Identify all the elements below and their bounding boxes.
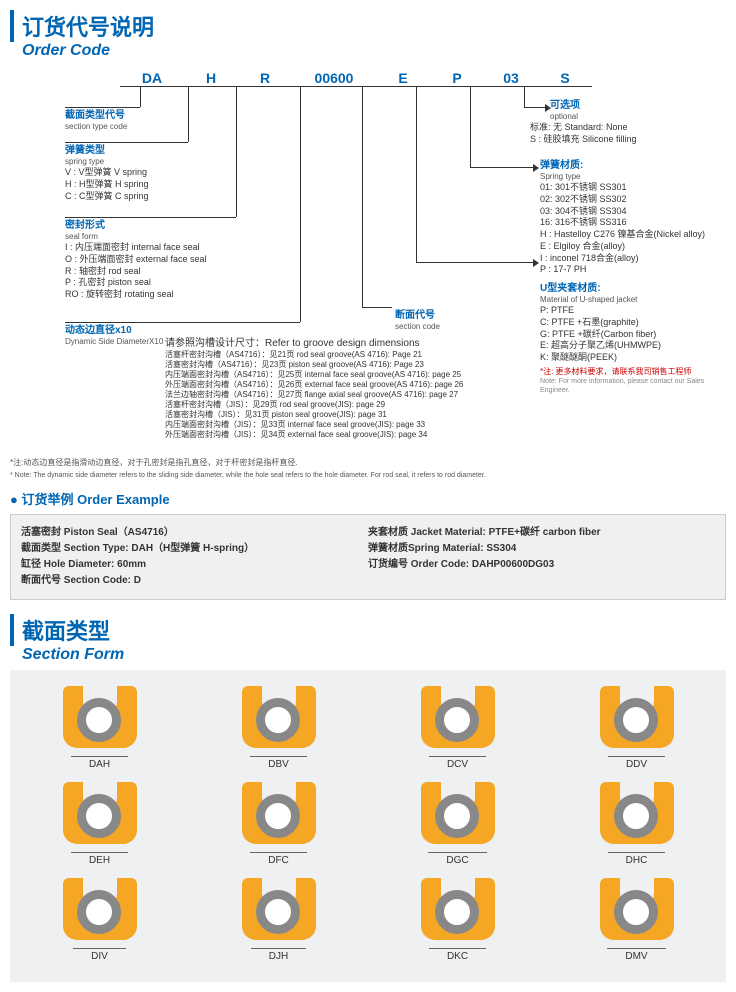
title-cn: 订货代号说明 <box>10 10 154 42</box>
lbl-mid-lines: 请参照沟槽设计尺寸：Refer to groove design dimensi… <box>165 337 545 440</box>
footnote-en: * Note: The dynamic side diameter refers… <box>10 472 726 479</box>
section-label: DIV <box>73 948 126 962</box>
example-right: 夹套材质 Jacket Material: PTFE+碳纤 carbon fib… <box>368 525 715 589</box>
section-shape <box>413 778 503 848</box>
section-label: DDV <box>608 756 665 770</box>
lbl-dyn: 动态边直径x10 Dynamic Side DiameterX10 <box>65 324 163 347</box>
section-label: DFC <box>250 852 307 866</box>
lbl-springmat: 弹簧材质: Spring type 01: 301不锈钢 SS301 02: 3… <box>540 159 705 276</box>
example-header: 订货举例 Order Example <box>10 489 726 508</box>
lbl-section: 截面类型代号 section type code <box>65 109 127 132</box>
lbl-jacket: U型夹套材质: Material of U-shaped jacket P: P… <box>540 282 726 395</box>
section-shape <box>55 874 145 944</box>
section-label: DEH <box>71 852 128 866</box>
section-title: 截面类型 Section Form <box>10 614 726 664</box>
section-cell: DAH <box>25 682 175 770</box>
section-shape <box>55 682 145 752</box>
section-label: DHC <box>608 852 666 866</box>
section-cell: DEH <box>25 778 175 866</box>
section-cell: DJH <box>204 874 354 962</box>
tree: 截面类型代号 section type code 弹簧类型 spring typ… <box>10 87 726 427</box>
section-cell: DBV <box>204 682 354 770</box>
section-label: DAH <box>71 756 128 770</box>
section-cell: DMV <box>562 874 712 962</box>
lbl-spring: 弹簧类型 spring type V : V型弹簧 V spring H : H… <box>65 144 149 202</box>
section-shape <box>592 874 682 944</box>
section-cell: DKC <box>383 874 533 962</box>
seg-6: 03 <box>484 70 538 87</box>
code-row: DA H R 00600 E P 03 S <box>120 70 726 87</box>
seg-4: E <box>376 70 430 87</box>
seg-0: DA <box>120 70 184 87</box>
section-shape <box>234 874 324 944</box>
seg-3: 00600 <box>292 70 376 87</box>
example-box: 活塞密封 Piston Seal（AS4716） 截面类型 Section Ty… <box>10 514 726 600</box>
section-shape <box>413 874 503 944</box>
example-left: 活塞密封 Piston Seal（AS4716） 截面类型 Section Ty… <box>21 525 368 589</box>
section-shape <box>413 682 503 752</box>
section-shape <box>234 778 324 848</box>
section-cell: DFC <box>204 778 354 866</box>
footnote-cn: *注:动态边直径是指滑动边直径，对于孔密封是指孔直径，对于杆密封是指杆直径. <box>10 457 726 468</box>
section-label: DGC <box>428 852 486 866</box>
section-grid: DAH DBV DCV DDV DEH DFC DGC DHC DIV DJH DKC DMV <box>10 670 726 982</box>
section-shape <box>592 682 682 752</box>
section-label: DBV <box>250 756 307 770</box>
section-label: DMV <box>607 948 665 962</box>
section-label: DJH <box>251 948 306 962</box>
section-cell: DIV <box>25 874 175 962</box>
lbl-seal: 密封形式 seal form I : 内压端面密封 internal face … <box>65 219 207 301</box>
section-shape <box>234 682 324 752</box>
seg-5: P <box>430 70 484 87</box>
section-shape <box>55 778 145 848</box>
page: 订货代号说明 Order Code DA H R 00600 E P 03 S … <box>10 10 726 982</box>
section-cell: DHC <box>562 778 712 866</box>
lbl-mid-t: 断面代号 section code <box>395 309 440 332</box>
seg-2: R <box>238 70 292 87</box>
section-cell: DDV <box>562 682 712 770</box>
seg-1: H <box>184 70 238 87</box>
section-shape <box>592 778 682 848</box>
seg-7: S <box>538 70 592 87</box>
section-label: DCV <box>429 756 486 770</box>
lbl-opt: 可选项 optional 标准: 无 Standard: None S : 硅胶… <box>550 99 637 146</box>
section-cell: DGC <box>383 778 533 866</box>
section-label: DKC <box>429 948 486 962</box>
title-en: Order Code <box>22 42 110 59</box>
section-cell: DCV <box>383 682 533 770</box>
title: 订货代号说明 Order Code <box>10 10 726 60</box>
